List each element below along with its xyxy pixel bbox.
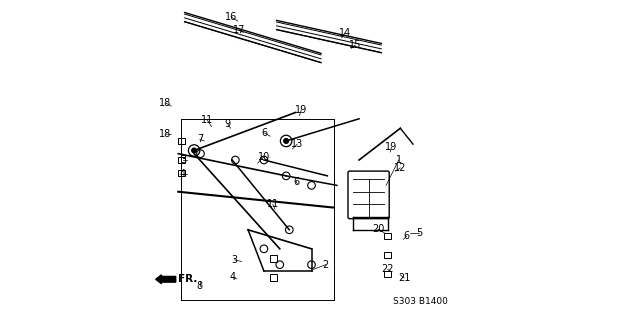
- Bar: [270, 255, 277, 261]
- Text: 18: 18: [159, 129, 172, 139]
- Circle shape: [283, 139, 288, 143]
- Text: 4: 4: [180, 169, 186, 179]
- Text: 1: 1: [396, 155, 402, 165]
- Bar: [384, 233, 391, 239]
- Text: 19: 19: [385, 142, 397, 152]
- Text: 16: 16: [226, 12, 238, 22]
- Text: 6: 6: [293, 177, 299, 187]
- Text: 9: 9: [224, 118, 231, 129]
- Bar: [384, 271, 391, 277]
- Text: 11: 11: [267, 199, 279, 209]
- Text: S303 B1400: S303 B1400: [393, 297, 448, 306]
- Text: 3: 3: [232, 255, 238, 265]
- Bar: [178, 157, 184, 163]
- Text: 8: 8: [197, 281, 203, 291]
- Text: 3: 3: [180, 155, 186, 165]
- Bar: [270, 274, 277, 281]
- Text: 6: 6: [404, 231, 410, 241]
- Text: 20: 20: [372, 224, 384, 234]
- Text: 5: 5: [416, 228, 422, 238]
- Text: 6: 6: [262, 128, 268, 138]
- Text: 19: 19: [295, 105, 308, 115]
- Text: 15: 15: [349, 40, 361, 50]
- Text: 17: 17: [233, 25, 245, 35]
- Text: 11: 11: [201, 115, 214, 125]
- Text: 7: 7: [197, 134, 203, 144]
- Text: 22: 22: [381, 264, 394, 275]
- Text: 18: 18: [159, 98, 172, 108]
- Text: 12: 12: [394, 163, 407, 173]
- Text: FR.: FR.: [178, 274, 197, 284]
- Bar: [178, 170, 184, 176]
- Bar: [384, 252, 391, 258]
- Text: 13: 13: [291, 139, 303, 149]
- Circle shape: [192, 148, 197, 153]
- Text: 2: 2: [323, 260, 329, 270]
- FancyArrow shape: [156, 275, 176, 284]
- Text: 21: 21: [398, 273, 411, 283]
- Text: 14: 14: [339, 28, 351, 38]
- FancyBboxPatch shape: [348, 171, 389, 219]
- Text: 4: 4: [229, 272, 235, 282]
- Text: 10: 10: [258, 152, 270, 162]
- Bar: [178, 138, 184, 144]
